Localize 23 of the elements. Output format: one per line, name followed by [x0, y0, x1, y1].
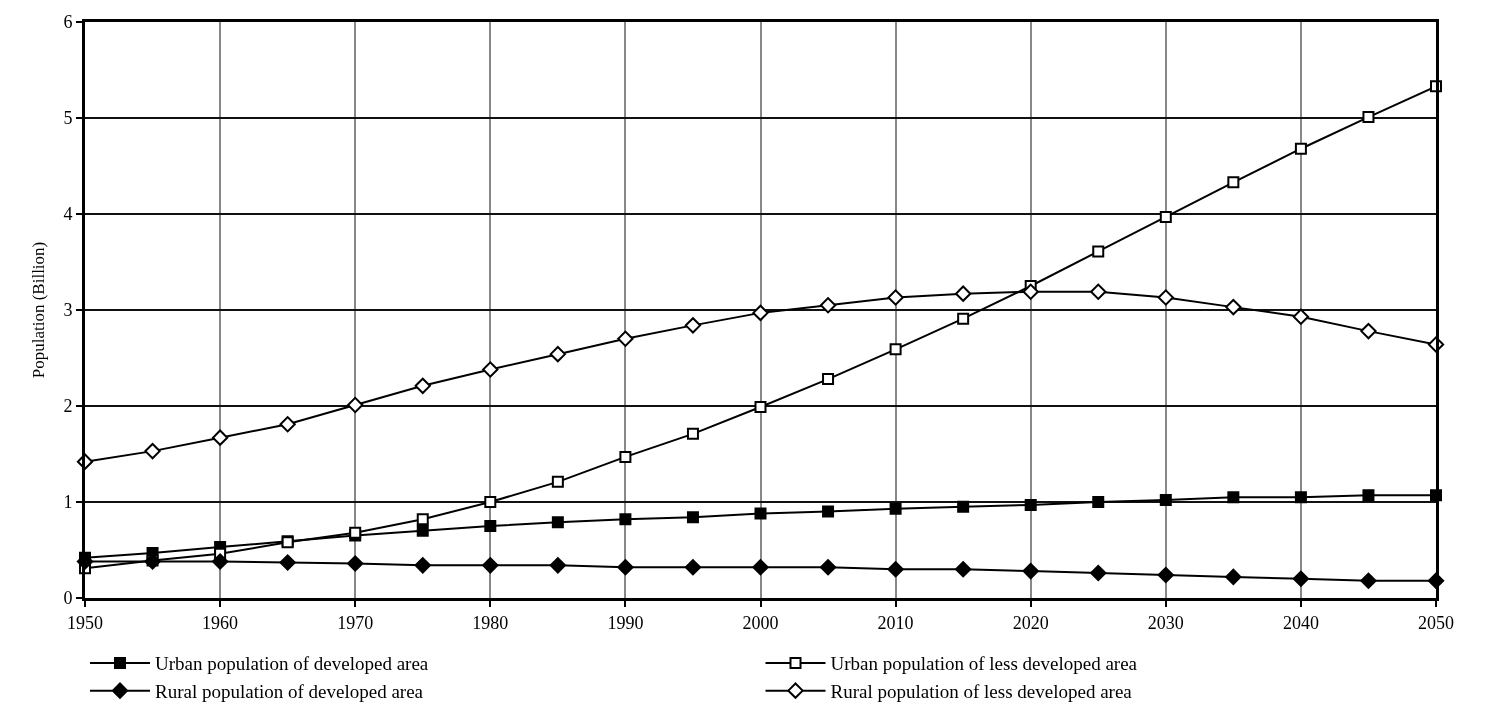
- y-tick-label: 0: [63, 588, 73, 609]
- x-tick-label: 2010: [877, 612, 914, 633]
- x-tick-label: 2030: [1147, 612, 1184, 633]
- y-tick-label: 4: [63, 204, 73, 225]
- y-tick-label: 3: [63, 300, 73, 321]
- x-tick-label: 2020: [1012, 612, 1049, 633]
- y-tick-label: 5: [63, 108, 73, 129]
- x-tick-label: 1970: [337, 612, 374, 633]
- legend-label: Rural population of developed area: [155, 681, 424, 703]
- y-axis-title: Population (Billion): [28, 241, 48, 379]
- x-tick-label: 1980: [472, 612, 509, 633]
- legend-label: Urban population of developed area: [155, 653, 429, 675]
- x-tick-label: 2040: [1282, 612, 1319, 633]
- y-tick-label: 1: [63, 492, 73, 513]
- legend-label: Urban population of less developed area: [830, 653, 1138, 675]
- y-tick-label: 6: [63, 12, 73, 33]
- x-tick-label: 1960: [202, 612, 239, 633]
- x-tick-label: 1990: [607, 612, 644, 633]
- x-tick-label: 1950: [67, 612, 103, 633]
- y-tick-label: 2: [63, 396, 73, 417]
- x-tick-label: 2050: [1418, 612, 1454, 633]
- legend-label: Rural population of less developed area: [830, 681, 1133, 703]
- x-tick-label: 2000: [742, 612, 779, 633]
